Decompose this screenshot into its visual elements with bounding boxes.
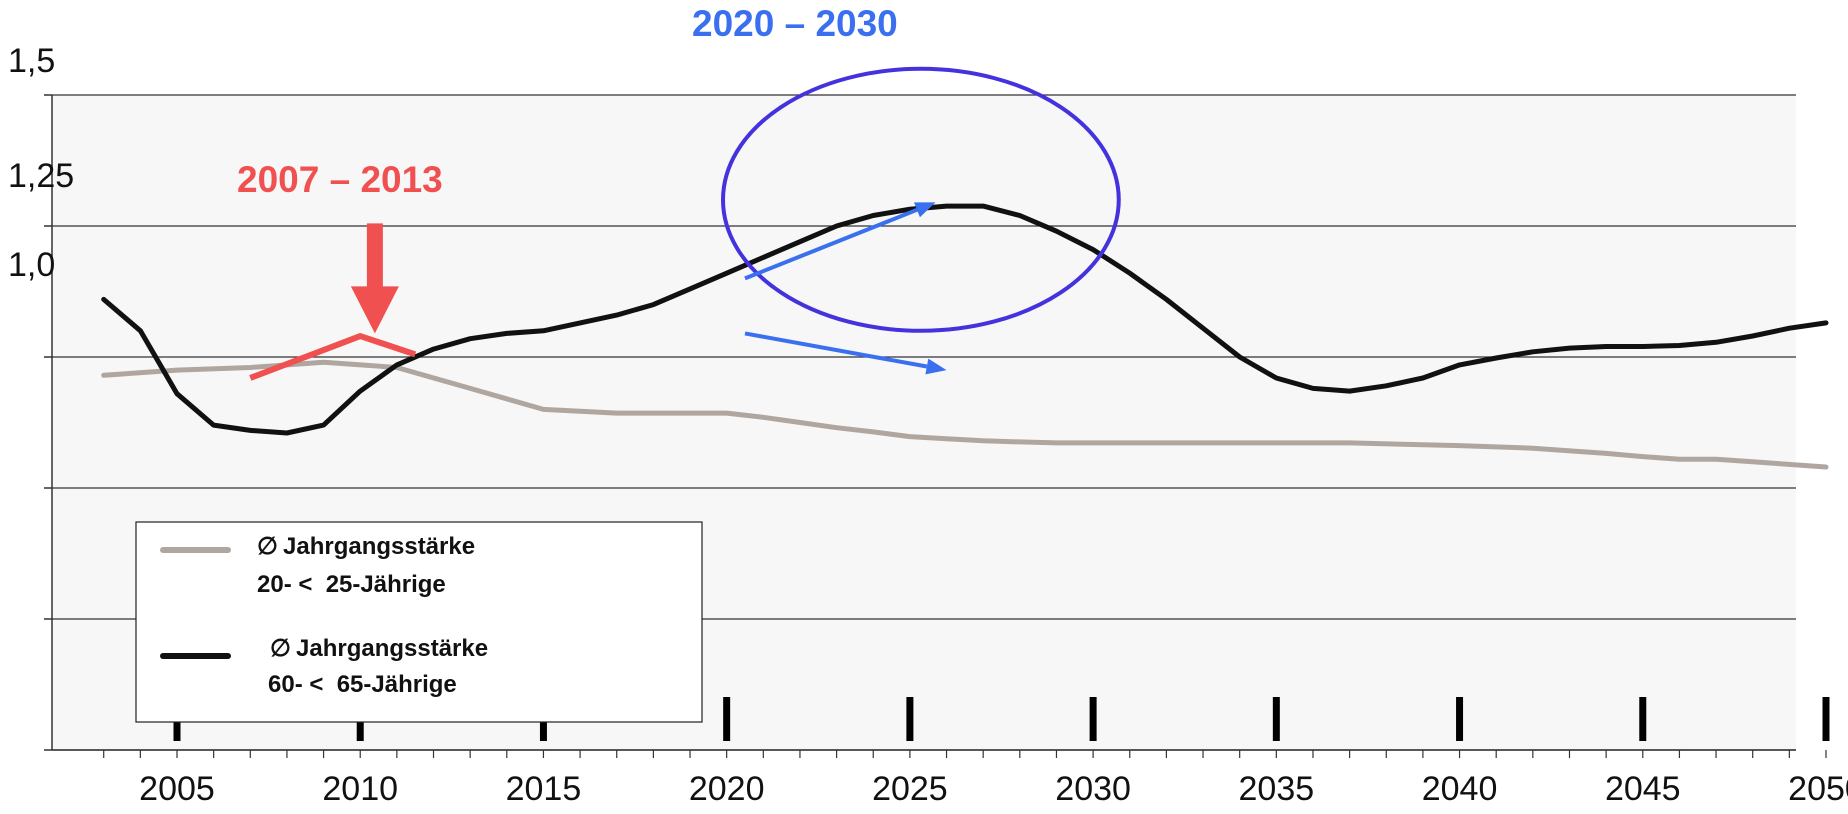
annotation-layer	[249, 66, 1121, 381]
blue-arrow-up-head	[913, 202, 936, 218]
series-line-1	[101, 359, 1829, 470]
x-minor-ticks	[103, 750, 1827, 758]
y-tick-label: 1,5	[8, 42, 55, 80]
y-tick-labels: 1,5 1,25 1,0	[8, 42, 74, 284]
x-tick-label: 2050	[1788, 770, 1848, 808]
x-tick-label: 2025	[872, 770, 948, 808]
series-line-2	[101, 203, 1829, 436]
x-tick-label: 2015	[506, 770, 582, 808]
annotation-blue-label: 2020 – 2030	[692, 3, 898, 44]
red-arrow-head	[350, 286, 399, 334]
series-layer	[101, 203, 1829, 470]
x-tick-label: 2005	[139, 770, 215, 808]
annotation-red-label: 2007 – 2013	[237, 159, 443, 200]
legend: ∅ Jahrgangsstärke 20- < 25-Jährige ∅ Jah…	[135, 521, 703, 723]
legend-label-series-2-line2: 60- < 65-Jährige	[268, 671, 457, 698]
legend-symbol-series-2: ∅	[270, 635, 291, 662]
x-tick-label: 2020	[689, 770, 765, 808]
blue-arrow-down-shaft	[744, 331, 928, 369]
x-tick-label: 2040	[1422, 770, 1498, 808]
legend-label-series-2-line1: Jahrgangsstärke	[296, 635, 488, 662]
x-tick-label: 2045	[1605, 770, 1681, 808]
red-arrow-shaft	[366, 223, 383, 289]
blue-arrow-down-head	[925, 358, 947, 375]
legend-symbol-series-1: ∅	[257, 533, 278, 560]
x-tick-label: 2010	[322, 770, 398, 808]
legend-label-series-1-line1: Jahrgangsstärke	[283, 533, 475, 560]
red-highlight-segment	[249, 333, 417, 381]
x-tick-labels: 2005 2010 2015 2020 2025 2030 2035 2040 2045 2050	[139, 770, 1848, 808]
blue-highlight-ellipse	[721, 66, 1121, 333]
blue-arrow-up-shaft	[744, 207, 918, 281]
x-tick-label: 2035	[1239, 770, 1315, 808]
x-tick-label: 2030	[1055, 770, 1131, 808]
legend-label-series-1-line2: 20- < 25-Jährige	[257, 571, 446, 598]
legend-box	[135, 521, 703, 723]
y-tick-label: 1,0	[8, 246, 55, 284]
y-tick-label: 1,25	[8, 157, 74, 195]
